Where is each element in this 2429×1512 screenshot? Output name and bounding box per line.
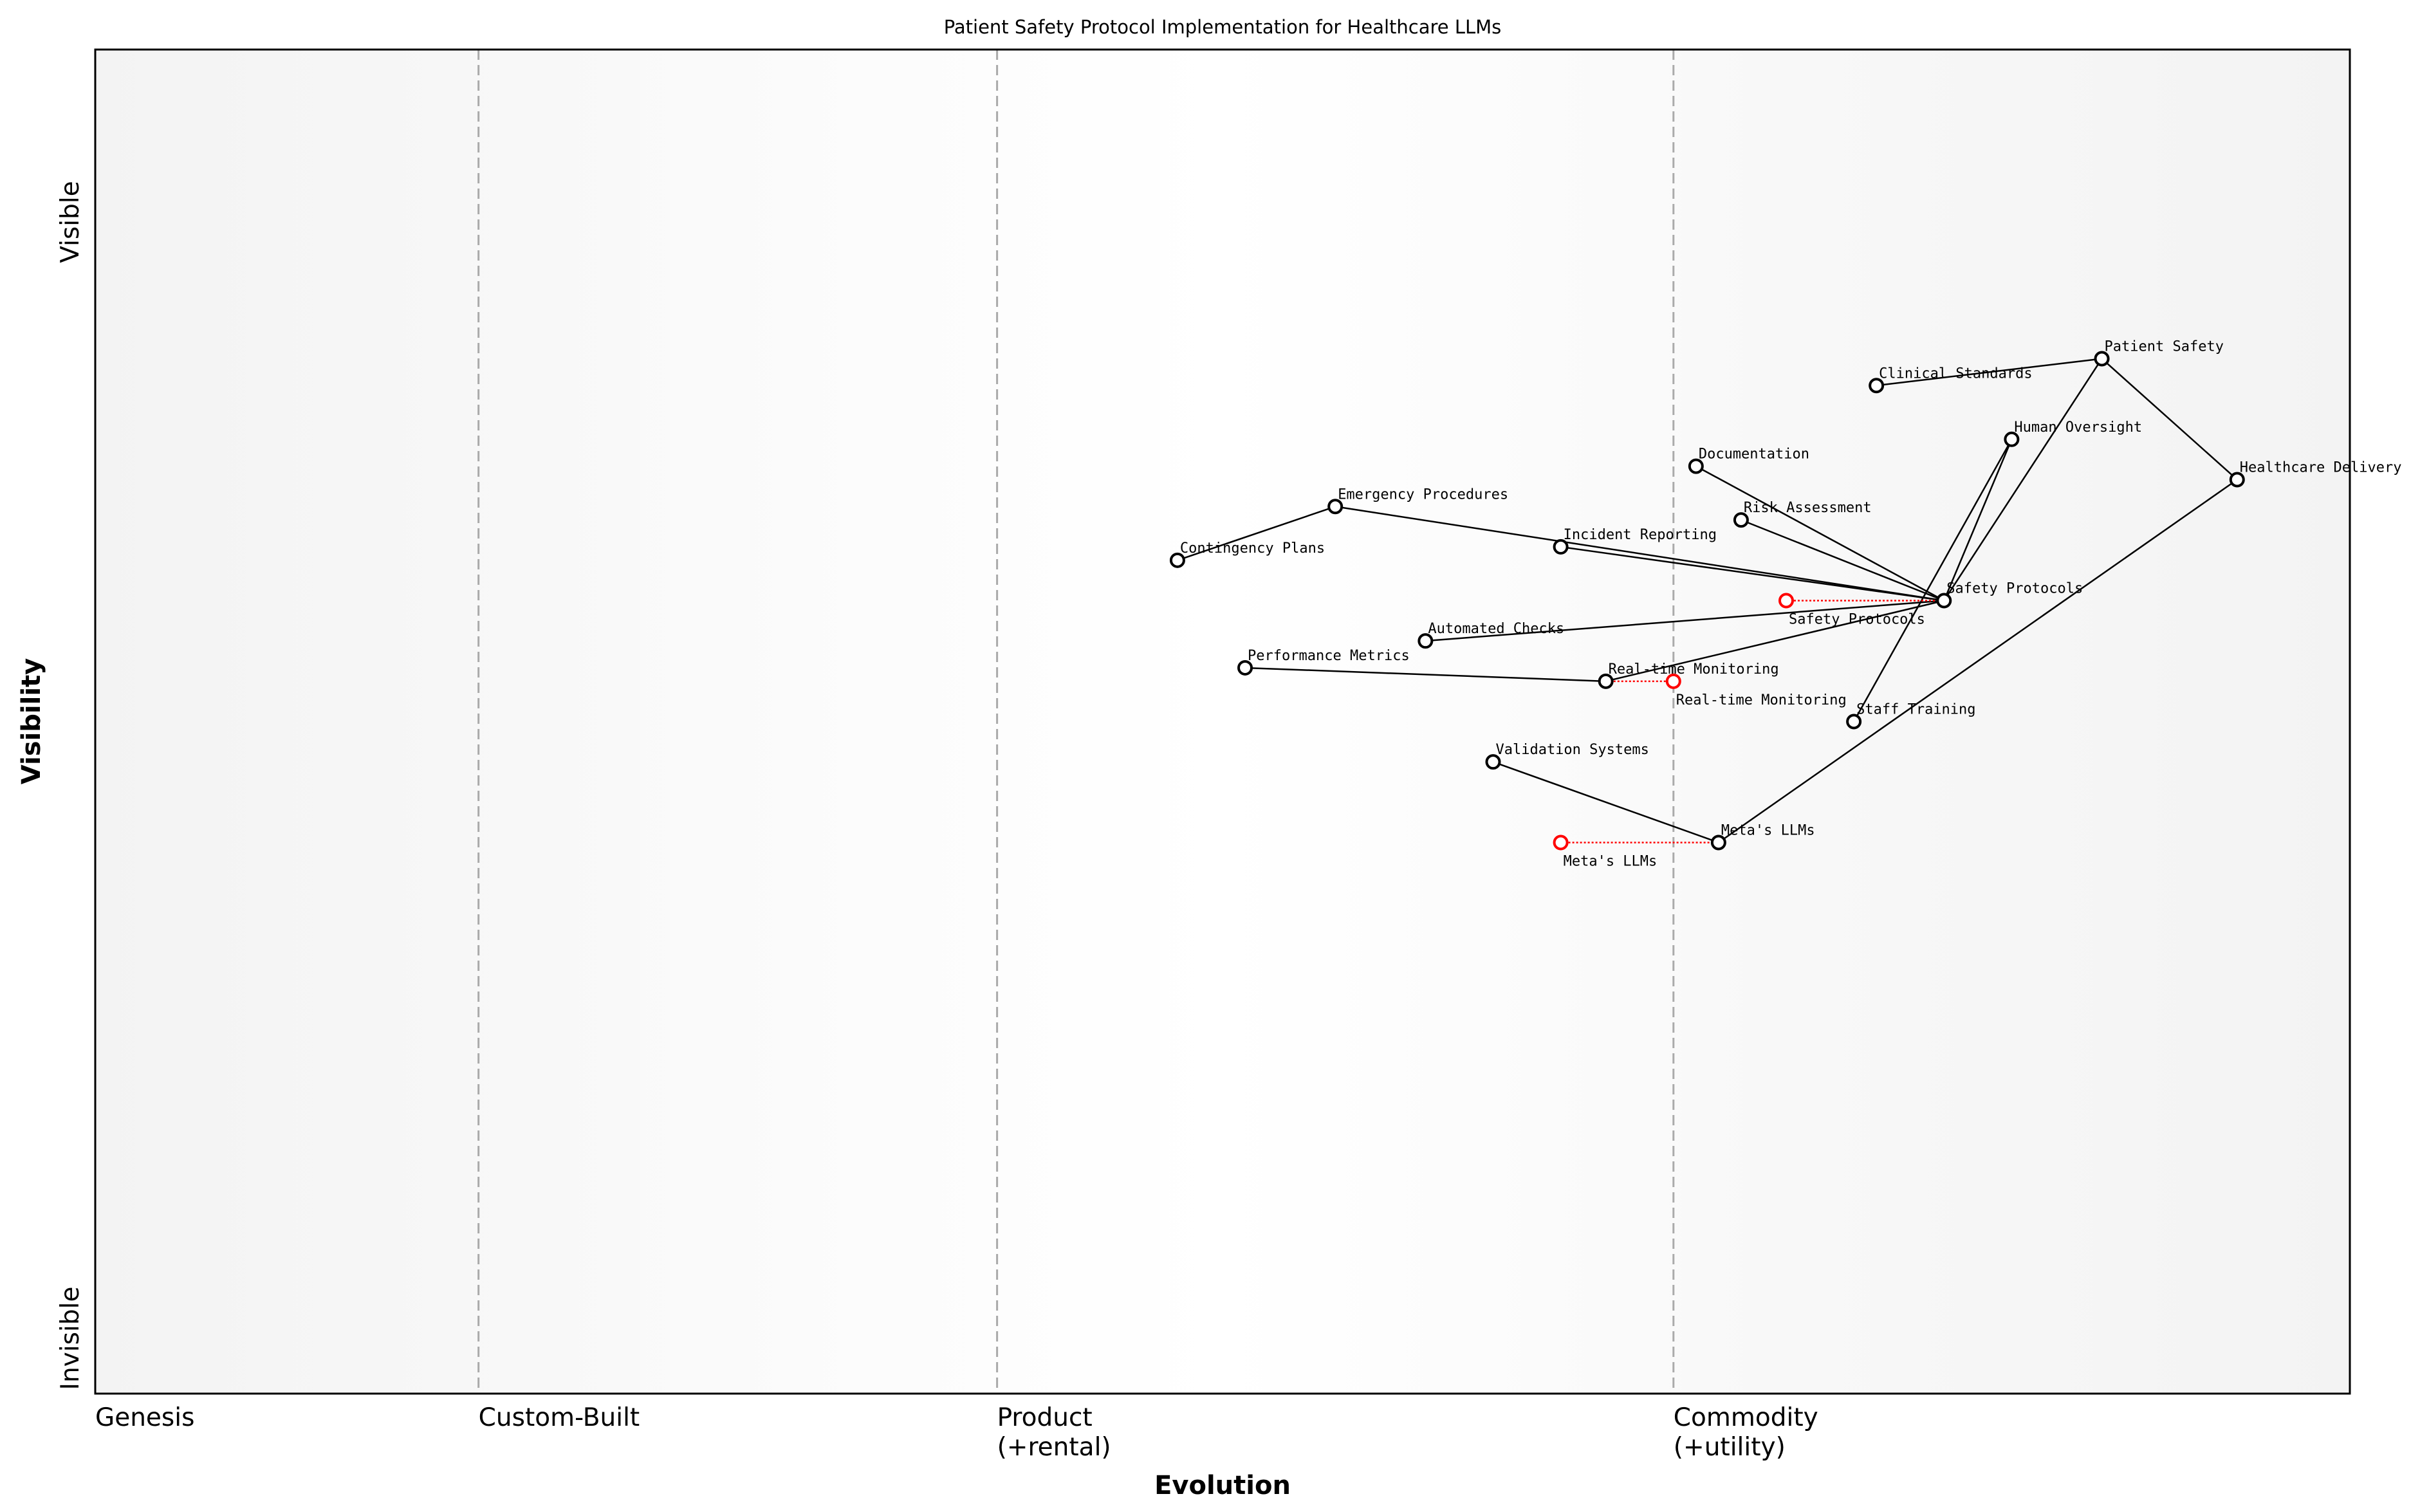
y-label-invisible: Invisible xyxy=(56,1287,85,1390)
node-marker xyxy=(1169,552,1185,568)
node-label: Validation Systems xyxy=(1495,742,1649,758)
node-marker xyxy=(1778,593,1794,609)
node-performance_metrics: Performance Metrics xyxy=(1237,648,1410,676)
node-human_oversight: Human Oversight xyxy=(2004,419,2142,447)
node-marker xyxy=(1869,378,1885,394)
edge-human_oversight-staff_training xyxy=(1853,439,2013,723)
edge-patient_safety-safety_protocols xyxy=(1943,358,2103,602)
node-marker xyxy=(1485,754,1501,770)
x-axis-label: Evolution xyxy=(1154,1471,1291,1500)
node-documentation: Documentation xyxy=(1688,447,1809,474)
node-label: Real-time Monitoring xyxy=(1609,661,1779,678)
plot-background xyxy=(95,50,2350,1394)
node-marker xyxy=(1418,633,1434,649)
node-marker xyxy=(2229,472,2245,488)
node-label: Automated Checks xyxy=(1428,621,1564,637)
x-stage-label: Commodity (+utility) xyxy=(1674,1403,1818,1462)
node-emergency_procedures: Emergency Procedures xyxy=(1327,486,1508,515)
node-label: Contingency Plans xyxy=(1180,540,1325,557)
edge-healthcare_delivery-metas_llms xyxy=(1718,479,2238,844)
node-label: Clinical Standards xyxy=(1879,365,2032,382)
node-marker xyxy=(2004,431,2020,447)
node-label: Emergency Procedures xyxy=(1338,486,1508,502)
node-label: Staff Training xyxy=(1856,702,1975,718)
y-label-visible: Visible xyxy=(56,181,85,263)
node-label: Human Oversight xyxy=(2014,419,2142,436)
node-automated_checks: Automated Checks xyxy=(1418,621,1564,649)
node-contingency_plans: Contingency Plans xyxy=(1169,540,1325,568)
node-marker xyxy=(1553,834,1569,851)
node-marker xyxy=(1327,499,1344,515)
node-label: Incident Reporting xyxy=(1564,527,1717,543)
node-label: Real-time Monitoring xyxy=(1676,692,1847,708)
node-validation_systems: Validation Systems xyxy=(1485,742,1649,770)
y-axis-label: Visibility xyxy=(17,658,46,784)
evolved-node: Meta's LLMs xyxy=(1553,834,1658,870)
node-marker xyxy=(1688,458,1704,474)
x-stage-label: Product (+rental) xyxy=(997,1403,1111,1462)
node-marker xyxy=(1846,714,1862,730)
chart-title: Patient Safety Protocol Implementation f… xyxy=(944,16,1502,38)
edge-automated_checks-safety_protocols xyxy=(1425,600,1944,642)
node-label: Documentation xyxy=(1699,447,1809,463)
edge-patient_safety-healthcare_delivery xyxy=(2101,358,2238,481)
node-realtime_monitoring: Real-time Monitoring xyxy=(1598,661,1779,689)
node-label: Risk Assessment xyxy=(1744,500,1872,516)
node-marker xyxy=(1710,834,1726,851)
edge-contingency_plans-emergency_procedures xyxy=(1177,506,1336,562)
node-marker xyxy=(1553,539,1569,555)
plot-frame xyxy=(94,48,2351,1395)
node-metas_llms: Meta's LLMs xyxy=(1710,823,1815,851)
node-label: Meta's LLMs xyxy=(1564,854,1658,870)
node-patient_safety: Patient Safety xyxy=(2094,338,2224,367)
node-marker xyxy=(1598,673,1614,689)
node-label: Healthcare Delivery xyxy=(2240,459,2402,475)
node-healthcare_delivery: Healthcare Delivery xyxy=(2229,459,2402,488)
edge-human_oversight-safety_protocols xyxy=(1943,439,2013,601)
node-marker xyxy=(1733,512,1749,528)
node-marker xyxy=(1936,593,1952,609)
edge-incident_reporting-safety_protocols xyxy=(1560,546,1944,602)
node-label: Meta's LLMs xyxy=(1721,823,1815,839)
node-marker xyxy=(1665,673,1681,689)
edge-risk_assessment-safety_protocols xyxy=(1741,519,1944,602)
node-incident_reporting: Incident Reporting xyxy=(1553,527,1717,555)
edge-emergency_procedures-safety_protocols xyxy=(1335,506,1944,602)
node-safety_protocols: Safety Protocols xyxy=(1936,580,2083,609)
edge-validation_systems-metas_llms xyxy=(1493,761,1719,844)
node-staff_training: Staff Training xyxy=(1846,702,1976,730)
edge-performance_metrics-realtime_monitoring xyxy=(1244,667,1606,683)
edge-documentation-safety_protocols xyxy=(1695,465,1944,602)
edge-realtime_monitoring-safety_protocols xyxy=(1605,600,1944,683)
node-label: Safety Protocols xyxy=(1789,611,1925,627)
edge-clinical_standards-patient_safety xyxy=(1876,358,2102,387)
x-stage-label: Custom-Built xyxy=(479,1403,640,1432)
node-risk_assessment: Risk Assessment xyxy=(1733,500,1872,528)
evolved-node: Real-time Monitoring xyxy=(1665,673,1847,708)
x-stage-label: Genesis xyxy=(95,1403,194,1432)
node-label: Patient Safety xyxy=(2105,338,2224,355)
node-marker xyxy=(1237,659,1253,676)
evolved-node: Safety Protocols xyxy=(1778,593,1925,627)
node-label: Safety Protocols xyxy=(1946,580,2083,596)
node-clinical_standards: Clinical Standards xyxy=(1869,365,2033,394)
node-marker xyxy=(2094,351,2110,367)
node-label: Performance Metrics xyxy=(1248,648,1410,664)
